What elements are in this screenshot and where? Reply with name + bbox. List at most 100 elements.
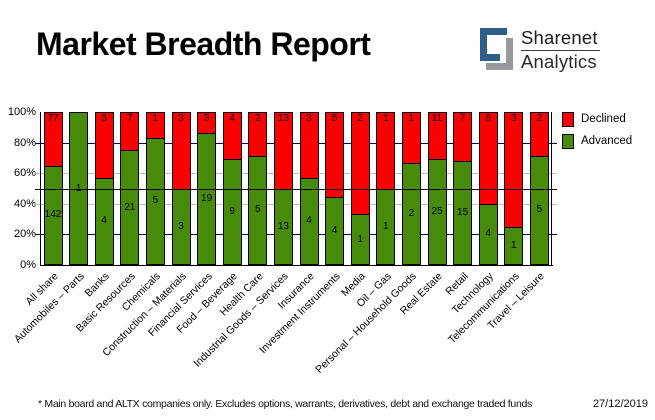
bar-declined-count: 3 [203,113,210,124]
bar-declined-count: 7 [459,113,466,124]
sharenet-logo-icon [480,28,514,71]
bar-declined-count: 1 [408,113,415,124]
logo-company-name: Sharenet [521,28,600,51]
logo-icon-blue-shape [480,28,507,61]
bar-segment-advanced: 4 [325,197,345,265]
bar-advanced-count: 21 [124,201,136,213]
bar: 7 15 [453,112,473,265]
bar-segment-advanced: 1 [504,226,524,265]
bar-segment-advanced: 19 [197,132,217,265]
bar-segment-advanced: 25 [427,158,447,265]
bar-advanced-count: 3 [178,220,184,232]
sharenet-logo: Sharenet Analytics [480,28,600,72]
gridline-40pct [35,204,557,205]
bar-advanced-count: 5 [536,204,543,216]
bar: 77 142 [43,112,63,265]
bar-declined-count: 13 [277,113,289,124]
bar-advanced-count: 4 [331,225,338,236]
bar-declined-count: 3 [511,113,517,124]
bar-segment-declined: 3 [171,112,191,189]
bar-segment-advanced: 5 [529,155,549,265]
bar-segment-declined: 2 [350,112,370,214]
bar-segment-declined: 2 [248,112,268,156]
bar-segment-advanced: 1 [69,112,89,265]
bar-advanced-count: 4 [306,215,312,227]
bar-segment-declined: 7 [120,112,140,151]
bar-declined-count: 2 [255,113,261,124]
bar-segment-declined: 2 [529,112,549,156]
logo-product-name: Analytics [521,51,597,72]
legend-item-advanced: Advanced [562,133,632,149]
legend-swatch-declined [562,111,574,127]
bar-segment-advanced: 142 [43,165,63,265]
y-axis-label: 60% [13,167,36,180]
bar-declined-count: 3 [178,113,184,124]
footnote-text: * Main board and ALTX companies only. Ex… [38,398,532,410]
bar-segment-advanced: 4 [299,177,319,265]
bar-segment-declined: 1 [376,112,396,189]
bar-segment-declined: 3 [197,112,217,133]
bar-advanced-count: 19 [201,192,213,204]
bar-segment-advanced: 4 [478,203,498,265]
bar-advanced-count: 1 [511,239,517,251]
bar-advanced-count: 1 [75,182,82,194]
bar-advanced-count: 5 [255,204,261,216]
bar-segment-declined: 1 [145,112,165,138]
bar-advanced-count: 4 [485,228,491,240]
bar-segment-declined: 11 [427,112,447,159]
bar-segment-declined: 7 [453,112,473,161]
chart-legend: Declined Advanced [562,111,632,155]
bar-declined-count: 2 [536,113,543,124]
bar-declined-count: 6 [485,113,491,124]
bar-segment-advanced: 1 [376,188,396,265]
bar-advanced-count: 9 [229,206,235,218]
bar: 1 [69,112,89,265]
bar-declined-count: 7 [127,113,133,124]
bar: 7 21 [120,112,140,265]
bar-advanced-count: 25 [431,205,443,217]
bar-declined-count: 3 [306,113,312,124]
bar-segment-declined: 5 [325,112,345,197]
y-axis-label: 0% [20,259,36,271]
bar-advanced-count: 2 [408,208,415,219]
bar: 13 13 [273,112,293,265]
bar-advanced-count: 4 [101,215,107,227]
bar-segment-declined: 6 [478,112,498,204]
legend-swatch-advanced [562,133,574,149]
bar-segment-declined: 77 [43,112,63,166]
bar-declined-count: 1 [383,113,389,124]
bar-segment-advanced: 1 [350,214,370,265]
bar-segment-advanced: 13 [273,188,293,265]
reference-line-50pct [35,189,557,190]
bar: 11 25 [427,112,447,265]
bar-segment-advanced: 4 [94,177,114,265]
bar-declined-count: 11 [431,113,443,124]
gridline-20pct [35,234,557,235]
bar-declined-count: 3 [101,113,107,124]
bar-advanced-count: 1 [357,233,363,245]
bar-segment-advanced: 9 [222,159,242,265]
bar-advanced-count: 5 [152,195,159,207]
y-axis-label: 20% [13,228,36,241]
sharenet-logo-text: Sharenet Analytics [521,28,600,72]
stacked-bar-chart: 77 142 1 3 4 7 21 1 5 3 3 3 19 4 9 2 5 13 13 3 4 5 4 2 1 1 1 1 2 11 25… [11,112,557,376]
bar-segment-declined: 1 [401,112,421,163]
bar-declined-count: 5 [331,113,338,124]
bar-segment-advanced: 2 [401,163,421,265]
bar-declined-count: 4 [229,113,235,124]
logo-icon-gray-shape [486,38,513,70]
legend-label: Advanced [581,135,633,147]
x-axis-line [40,265,553,266]
bar-segment-declined: 13 [273,112,293,189]
